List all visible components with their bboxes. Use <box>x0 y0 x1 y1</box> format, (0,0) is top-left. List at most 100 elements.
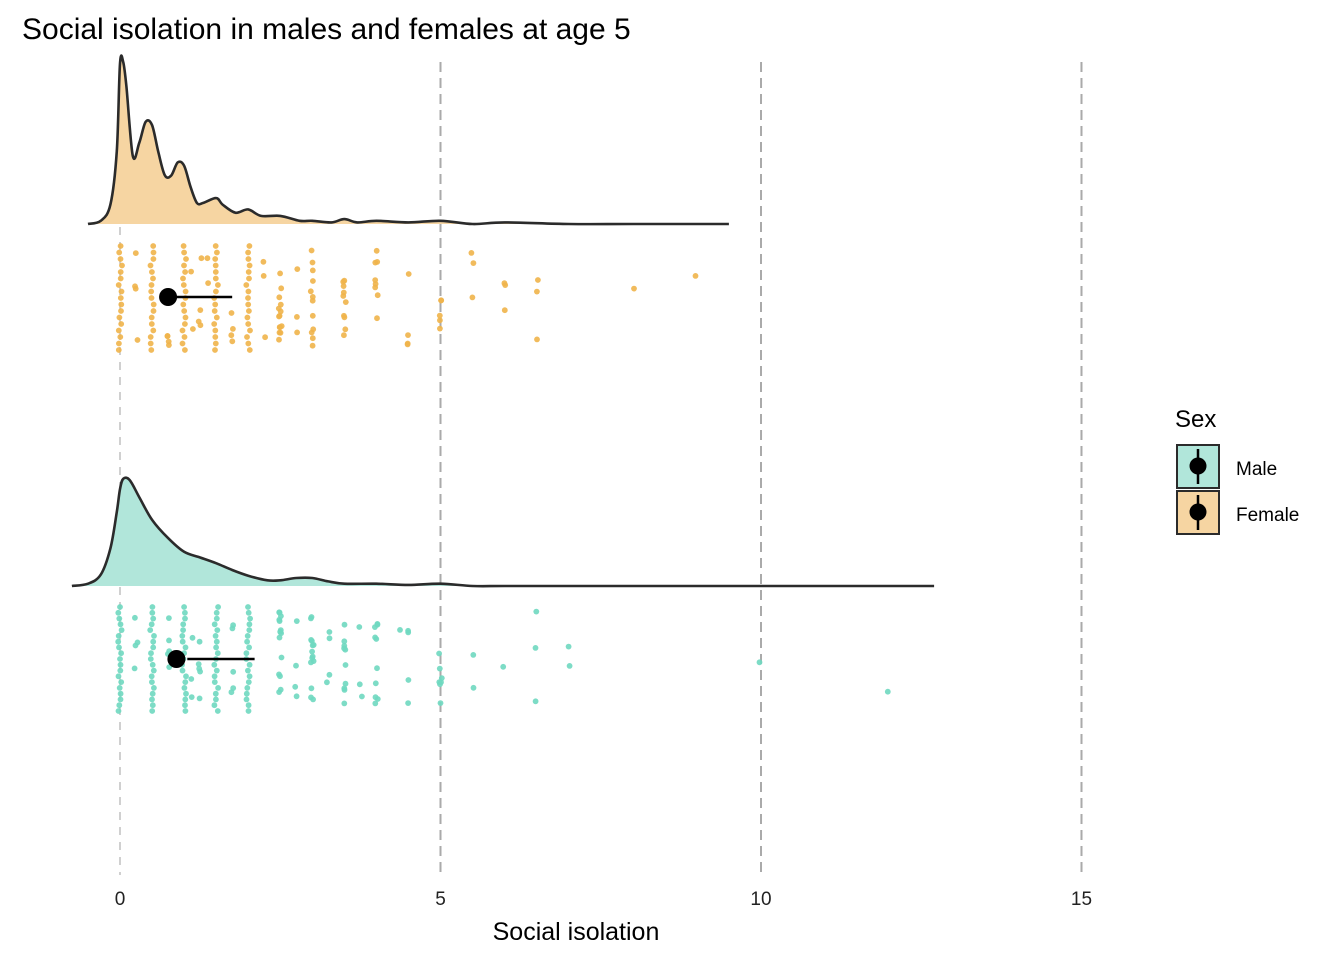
point-male <box>117 696 124 703</box>
point-female <box>212 340 219 347</box>
point-female <box>246 243 253 249</box>
point-female <box>277 270 283 277</box>
point-male <box>326 635 333 642</box>
point-female <box>309 342 316 349</box>
point-female <box>181 334 188 340</box>
point-female <box>245 321 252 327</box>
point-male <box>211 621 218 628</box>
point-male <box>179 638 186 645</box>
point-male <box>293 693 300 700</box>
point-male <box>151 685 157 691</box>
point-male <box>115 638 122 645</box>
point-male <box>148 621 155 628</box>
point-male <box>149 690 156 697</box>
point-female <box>534 336 540 343</box>
point-female <box>148 288 155 295</box>
point-male <box>245 679 252 685</box>
point-female <box>310 278 316 284</box>
point-male <box>117 604 123 610</box>
x-tick-label: 0 <box>115 889 126 910</box>
point-female <box>341 314 348 321</box>
point-female <box>147 262 154 269</box>
point-female <box>147 340 154 347</box>
point-female <box>245 269 252 275</box>
point-male <box>342 680 349 687</box>
point-male <box>213 667 220 674</box>
point-male <box>213 609 220 616</box>
legend-label-female: Female <box>1236 505 1299 526</box>
point-female <box>437 317 443 324</box>
point-female <box>179 327 186 334</box>
point-male <box>214 650 221 657</box>
point-male <box>309 642 316 649</box>
point-female <box>117 334 124 340</box>
point-female <box>148 347 155 353</box>
legend-key-male-dot <box>1189 457 1207 475</box>
point-female <box>118 301 125 308</box>
point-female <box>148 321 155 327</box>
point-male <box>183 690 189 697</box>
point-male <box>565 643 572 650</box>
point-female <box>116 340 122 347</box>
point-male <box>326 629 333 635</box>
point-female <box>149 269 155 275</box>
point-male <box>181 604 188 610</box>
point-female <box>243 282 250 288</box>
point-male <box>179 667 186 674</box>
point-male <box>149 679 155 685</box>
point-male <box>189 634 196 641</box>
point-male <box>117 690 124 697</box>
point-female <box>340 283 347 289</box>
point-male <box>356 624 363 630</box>
point-male <box>309 653 316 660</box>
point-female <box>692 273 699 279</box>
point-male <box>182 609 188 616</box>
point-female <box>405 271 412 277</box>
point-female <box>212 269 219 275</box>
point-female <box>150 308 157 314</box>
point-male <box>149 702 156 709</box>
point-male <box>230 668 237 675</box>
point-male <box>180 627 187 633</box>
point-male <box>277 673 283 680</box>
point-female <box>181 308 188 314</box>
point-female <box>307 288 314 295</box>
point-male <box>244 633 251 639</box>
point-female <box>342 299 349 305</box>
point-female <box>150 301 157 308</box>
point-male <box>150 638 157 645</box>
point-female <box>246 275 252 282</box>
point-female <box>214 249 220 256</box>
point-female <box>470 260 477 266</box>
point-female <box>374 315 380 322</box>
point-female <box>245 295 251 301</box>
point-male <box>245 708 252 714</box>
point-female <box>228 310 235 316</box>
point-female <box>244 314 251 321</box>
point-male <box>244 638 251 645</box>
point-male <box>213 638 220 645</box>
point-female <box>182 321 188 327</box>
point-female <box>148 295 155 301</box>
x-axis-label: Social isolation <box>493 918 660 946</box>
point-male <box>246 627 253 633</box>
point-male <box>213 696 219 703</box>
point-female <box>150 243 157 249</box>
point-female <box>180 243 187 249</box>
point-female <box>212 347 218 353</box>
point-male <box>397 627 403 633</box>
point-female <box>115 347 122 353</box>
point-female <box>501 280 508 287</box>
jitter-points <box>115 243 891 714</box>
point-female <box>213 314 220 321</box>
point-male <box>405 677 412 683</box>
point-male <box>243 650 250 657</box>
point-female <box>180 275 186 282</box>
point-male <box>230 685 237 691</box>
point-female <box>181 262 187 269</box>
point-male <box>116 685 123 691</box>
point-female <box>405 332 411 338</box>
point-female <box>469 294 476 301</box>
point-male <box>341 645 347 652</box>
point-female <box>148 282 155 288</box>
